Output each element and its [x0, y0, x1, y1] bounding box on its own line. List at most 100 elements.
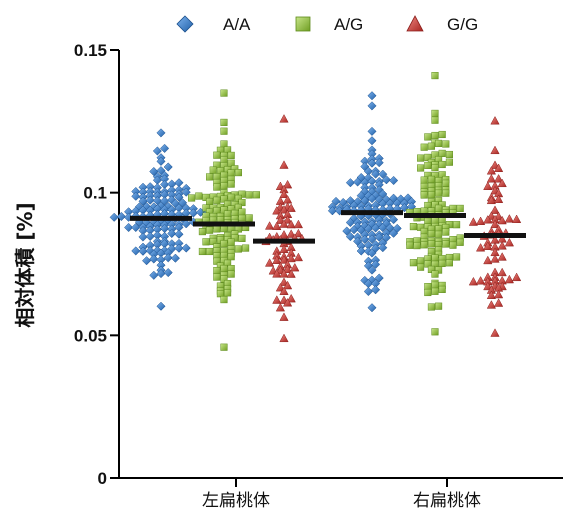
- data-point: [131, 222, 141, 233]
- data-point: [213, 257, 221, 265]
- data-point: [227, 169, 235, 177]
- data-point: [279, 160, 289, 169]
- data-point: [275, 302, 286, 312]
- data-point: [367, 234, 377, 244]
- data-point: [234, 169, 242, 177]
- data-point: [420, 176, 428, 184]
- data-point: [242, 244, 250, 252]
- data-point: [216, 290, 224, 298]
- data-point: [174, 229, 184, 239]
- data-point: [124, 222, 134, 233]
- data-point: [381, 175, 391, 185]
- data-point: [145, 195, 155, 205]
- data-point: [431, 72, 439, 80]
- legend-label-gg: G/G: [447, 15, 478, 34]
- data-point: [213, 267, 221, 275]
- data-point: [345, 178, 355, 188]
- data-point: [282, 297, 293, 307]
- data-point: [367, 126, 377, 136]
- data-point: [378, 169, 388, 179]
- data-point: [206, 208, 214, 216]
- data-point: [435, 156, 443, 164]
- data-point: [381, 233, 391, 243]
- data-point: [152, 146, 162, 156]
- data-point: [431, 281, 439, 289]
- data-point: [490, 145, 500, 155]
- data-point: [279, 114, 289, 123]
- data-point: [417, 263, 425, 271]
- data-point: [468, 217, 479, 226]
- data-point: [438, 285, 446, 293]
- data-point: [483, 255, 493, 265]
- data-point: [406, 241, 414, 249]
- data-point: [198, 228, 206, 236]
- data-point: [213, 225, 221, 233]
- data-point: [349, 225, 359, 235]
- data-point: [224, 259, 232, 267]
- data-point: [275, 215, 286, 224]
- data-point: [131, 191, 141, 201]
- data-point: [431, 270, 439, 278]
- data-point: [486, 195, 497, 205]
- data-point: [220, 206, 228, 214]
- data-point: [202, 238, 210, 246]
- data-point: [272, 295, 282, 304]
- data-point: [371, 223, 381, 233]
- data-point: [409, 223, 417, 231]
- data-point: [442, 228, 450, 236]
- data-point: [442, 179, 450, 187]
- data-point: [424, 283, 432, 291]
- data-point: [220, 127, 228, 135]
- data-point: [504, 214, 515, 223]
- data-point: [231, 165, 239, 173]
- data-point: [213, 161, 221, 169]
- data-point: [238, 234, 246, 242]
- data-point: [138, 196, 148, 206]
- data-point: [511, 214, 522, 223]
- legend-item-aa: A/A: [176, 15, 251, 34]
- data-point: [286, 229, 296, 238]
- data-point: [227, 205, 235, 213]
- data-point: [264, 258, 275, 267]
- data-point: [435, 230, 443, 238]
- y-axis: 0 0.05 0.1 0.15: [74, 41, 120, 488]
- data-point: [453, 253, 461, 261]
- data-point: [468, 276, 479, 286]
- data-point: [431, 151, 439, 159]
- data-point: [252, 191, 260, 199]
- data-point: [409, 259, 417, 267]
- data-point: [486, 290, 497, 299]
- data-point: [378, 223, 388, 233]
- data-point: [453, 221, 461, 229]
- data-point: [188, 208, 198, 218]
- data-point: [497, 178, 507, 188]
- data-point: [279, 333, 289, 343]
- data-point: [138, 246, 148, 256]
- y-tick-label: 0.1: [83, 184, 107, 203]
- data-point: [213, 151, 221, 159]
- data-point: [371, 169, 381, 179]
- data-point: [490, 328, 500, 337]
- data-point: [206, 226, 214, 234]
- data-point: [163, 268, 173, 278]
- data-point: [174, 192, 184, 202]
- data-point: [227, 238, 235, 246]
- data-point: [220, 182, 228, 190]
- data-point: [427, 175, 435, 183]
- data-point: [427, 240, 435, 248]
- data-point: [220, 296, 228, 304]
- data-point: [286, 253, 296, 263]
- data-point: [220, 343, 228, 351]
- data-point: [345, 232, 355, 242]
- data-point: [490, 219, 500, 229]
- data-point: [220, 118, 228, 126]
- data-point: [490, 115, 500, 125]
- data-point: [188, 194, 196, 202]
- data-point: [417, 223, 425, 231]
- data-point: [234, 245, 242, 253]
- data-point: [227, 151, 235, 159]
- data-point: [286, 203, 296, 212]
- data-point: [490, 254, 500, 263]
- data-point: [374, 158, 384, 168]
- legend-label-ag: A/G: [334, 15, 363, 34]
